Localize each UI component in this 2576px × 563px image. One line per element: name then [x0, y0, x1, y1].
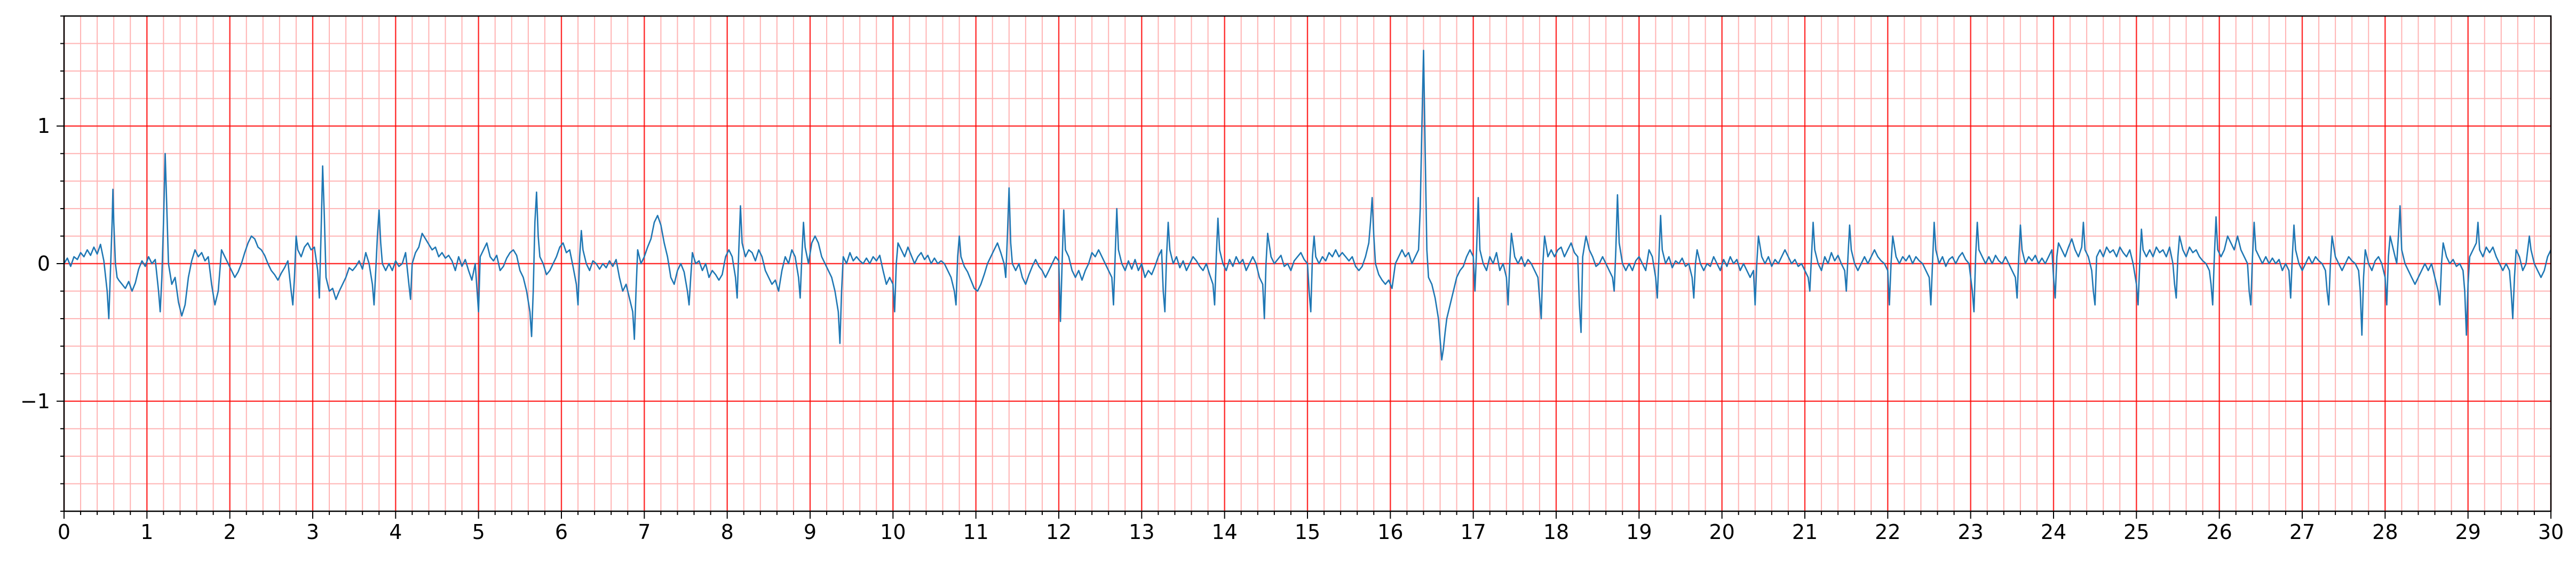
x-tick-label: 30 — [2538, 520, 2564, 544]
x-tick-label: 5 — [472, 520, 485, 544]
x-tick-label: 10 — [880, 520, 906, 544]
x-tick-label: 26 — [2206, 520, 2232, 544]
x-tick-label: 20 — [1709, 520, 1734, 544]
x-tick-label: 12 — [1046, 520, 1072, 544]
x-tick-label: 2 — [224, 520, 236, 544]
x-tick-label: 0 — [58, 520, 70, 544]
x-tick-label: 3 — [306, 520, 319, 544]
x-tick-label: 7 — [638, 520, 651, 544]
x-tick-label: 1 — [140, 520, 153, 544]
x-tick-label: 17 — [1460, 520, 1486, 544]
x-tick-label: 25 — [2123, 520, 2149, 544]
x-tick-label: 21 — [1792, 520, 1818, 544]
y-tick-label: −1 — [20, 390, 50, 413]
x-tick-label: 13 — [1129, 520, 1154, 544]
x-tick-label: 28 — [2372, 520, 2398, 544]
y-tick-label: 0 — [37, 252, 50, 275]
x-tick-label: 14 — [1211, 520, 1237, 544]
x-tick-label: 15 — [1295, 520, 1320, 544]
ecg-signal-line — [63, 50, 2552, 361]
x-tick-label: 11 — [963, 520, 988, 544]
x-tick-label: 9 — [804, 520, 817, 544]
x-tick-label: 27 — [2289, 520, 2315, 544]
x-tick-label: 23 — [1957, 520, 1983, 544]
y-tick-label: 1 — [37, 114, 50, 138]
x-tick-label: 8 — [721, 520, 734, 544]
x-tick-label: 29 — [2455, 520, 2480, 544]
x-tick-label: 19 — [1626, 520, 1652, 544]
series-layer — [63, 50, 2552, 361]
x-tick-label: 24 — [2041, 520, 2066, 544]
x-tick-label: 16 — [1377, 520, 1403, 544]
x-tick-label: 18 — [1543, 520, 1569, 544]
x-tick-label: 6 — [555, 520, 568, 544]
x-tick-label: 4 — [389, 520, 402, 544]
x-tick-label: 22 — [1875, 520, 1900, 544]
x-axis: 0 1 2 3 4 5 6 7 8 9 10 11 12 13 14 15 16 17 18 19 20 21 22 23 24… — [58, 511, 2564, 544]
y-axis: 1 0 −1 — [20, 15, 64, 512]
